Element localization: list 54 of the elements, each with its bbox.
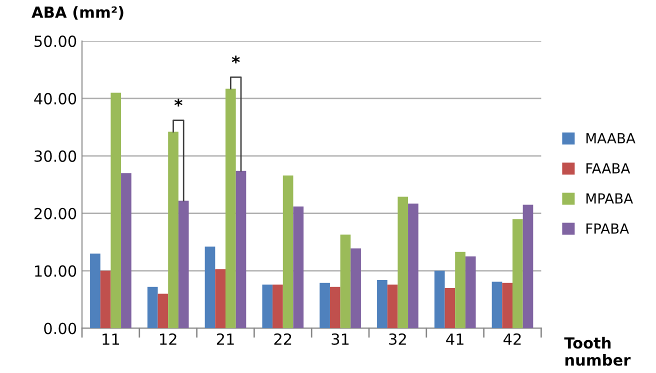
bar <box>455 252 466 328</box>
x-axis-title: Tooth number <box>564 336 631 366</box>
x-tick-label: 21 <box>216 333 234 345</box>
y-tick-label: 30.00 <box>34 150 76 162</box>
annotation: * <box>174 98 182 106</box>
bar <box>387 284 398 328</box>
bar <box>492 282 502 328</box>
bar <box>502 282 512 328</box>
x-tick-label: 42 <box>504 333 521 345</box>
bar <box>512 219 523 328</box>
legend-label: MAABA <box>586 133 636 144</box>
bar <box>377 280 388 328</box>
bar <box>90 254 100 328</box>
x-tick-label: 41 <box>446 334 464 345</box>
bar <box>226 88 236 328</box>
bar <box>168 132 178 328</box>
bar <box>215 269 226 328</box>
bar <box>434 270 445 328</box>
bar <box>444 288 456 328</box>
bar <box>158 294 168 328</box>
bar <box>350 248 361 328</box>
legend-label: FAABA <box>586 163 630 174</box>
bar <box>262 284 273 328</box>
bar <box>204 246 216 328</box>
annotation: * <box>232 56 240 64</box>
legend-label: FPABA <box>586 224 629 234</box>
x-tick-label: 31 <box>332 333 349 345</box>
x-tick-label: 32 <box>389 333 406 345</box>
bar <box>272 284 283 328</box>
bar <box>398 196 408 328</box>
bar <box>121 173 132 328</box>
bar <box>293 206 304 328</box>
bar <box>110 92 122 328</box>
y-tick-label: 50.00 <box>34 35 76 48</box>
bar <box>340 234 351 328</box>
x-tick-label: 22 <box>274 333 292 345</box>
bar <box>100 270 111 328</box>
bar <box>236 170 246 328</box>
y-tick-label: 40.00 <box>34 92 76 104</box>
y-tick-label: 0.00 <box>44 322 76 334</box>
bar <box>178 200 189 328</box>
y-tick-label: 20.00 <box>34 208 76 220</box>
bar <box>408 204 418 328</box>
x-tick-label: 11 <box>102 334 120 345</box>
bar <box>320 282 330 328</box>
legend-label: MPABA <box>586 193 633 204</box>
x-tick-label: 12 <box>160 333 176 345</box>
bar <box>282 175 294 328</box>
bar <box>522 204 534 328</box>
bar <box>330 286 340 328</box>
y-tick-label: 10.00 <box>35 265 76 277</box>
bar <box>465 256 476 328</box>
y-axis-title: ABA (mm²) <box>32 6 124 20</box>
bar <box>147 286 158 328</box>
